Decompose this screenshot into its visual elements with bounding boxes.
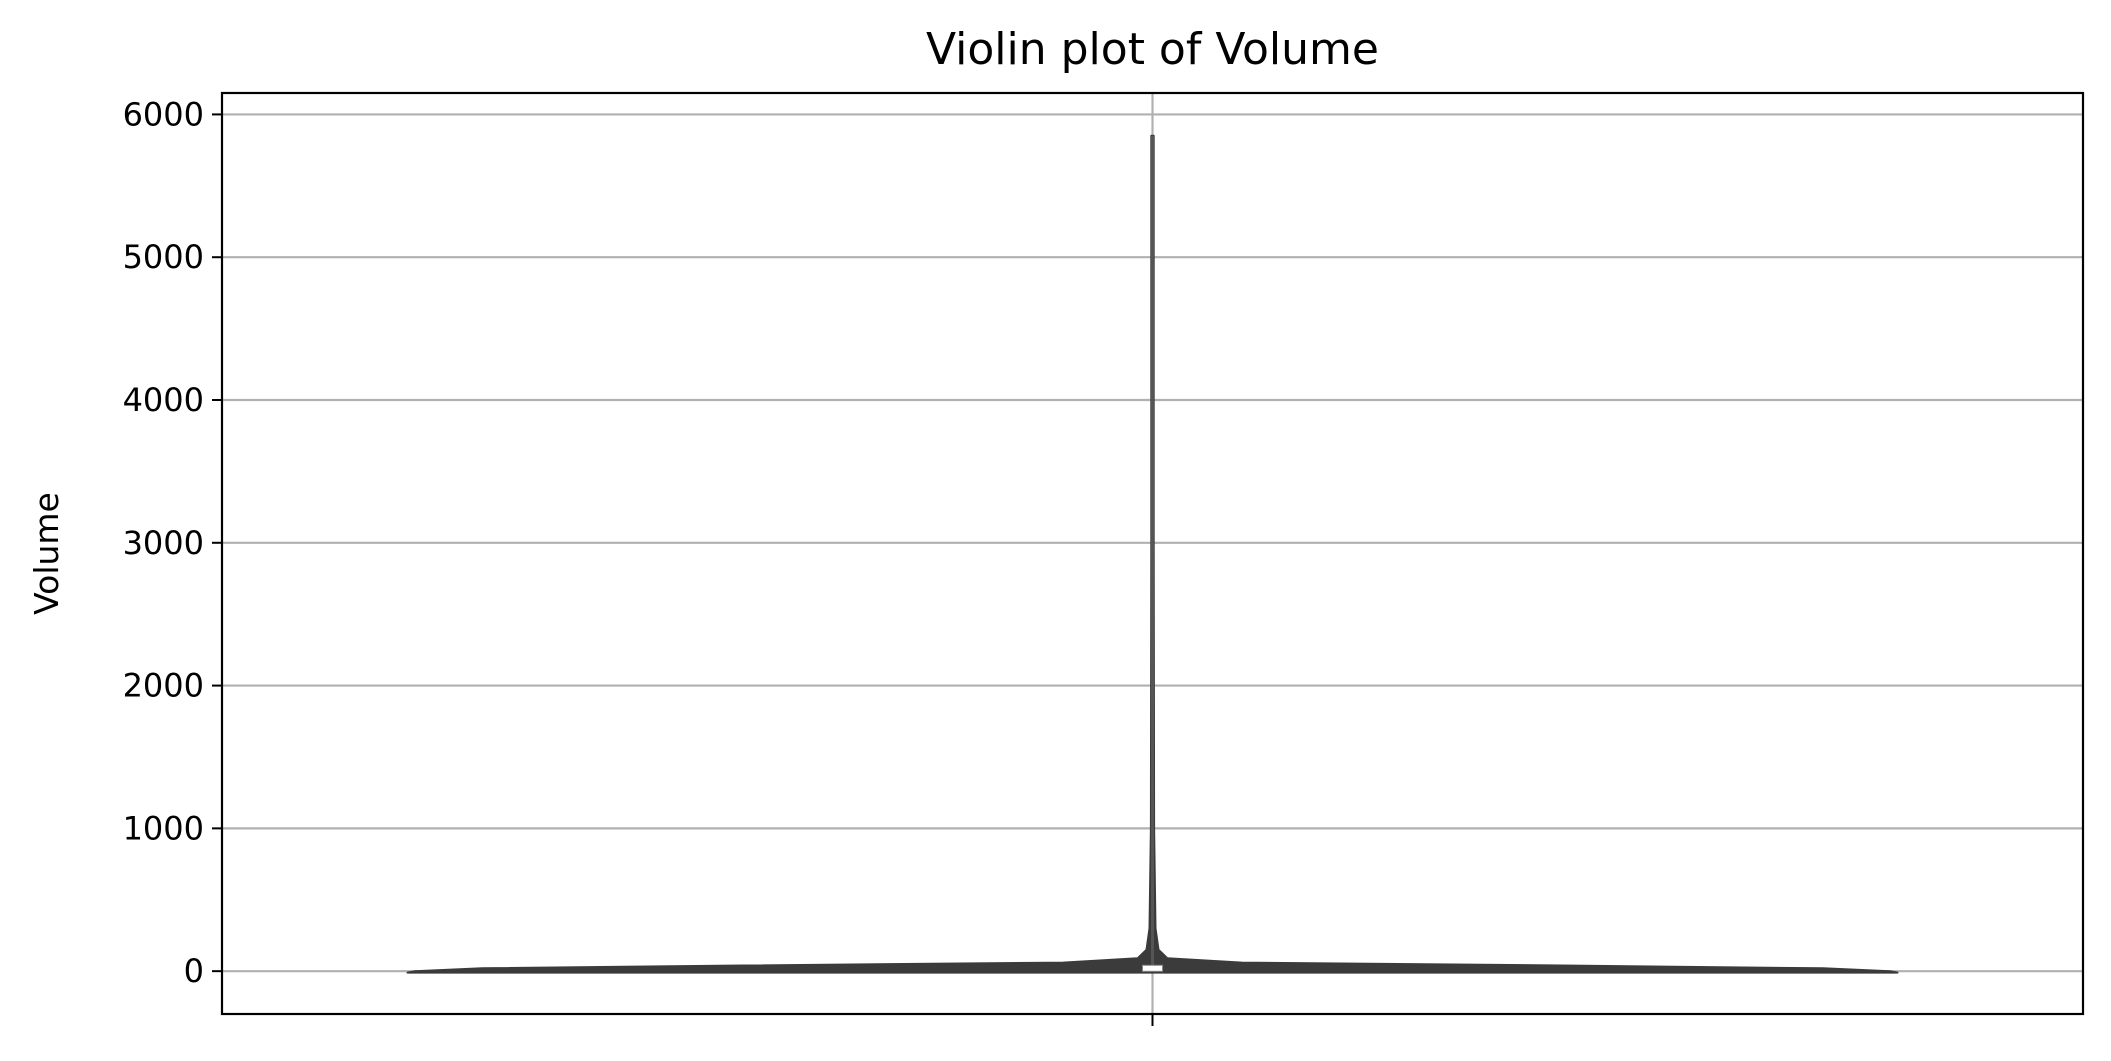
violin-median-marker-0 <box>1142 964 1163 972</box>
y-tick-label-3: 3000 <box>123 524 204 562</box>
y-tick-label-2: 2000 <box>123 667 204 705</box>
y-tick-label-5: 5000 <box>123 238 204 276</box>
violin-body-group <box>406 134 1899 974</box>
y-tick-label-0: 0 <box>184 952 204 990</box>
y-tick-label-1: 1000 <box>123 809 204 847</box>
y-tick-label-6: 6000 <box>123 95 204 133</box>
y-tick-label-4: 4000 <box>123 381 204 419</box>
y-axis-ticks: 0 1000 2000 3000 4000 5000 6000 <box>123 95 222 990</box>
y-axis-label: Volume <box>27 492 66 615</box>
chart-title: Violin plot of Volume <box>926 24 1379 75</box>
